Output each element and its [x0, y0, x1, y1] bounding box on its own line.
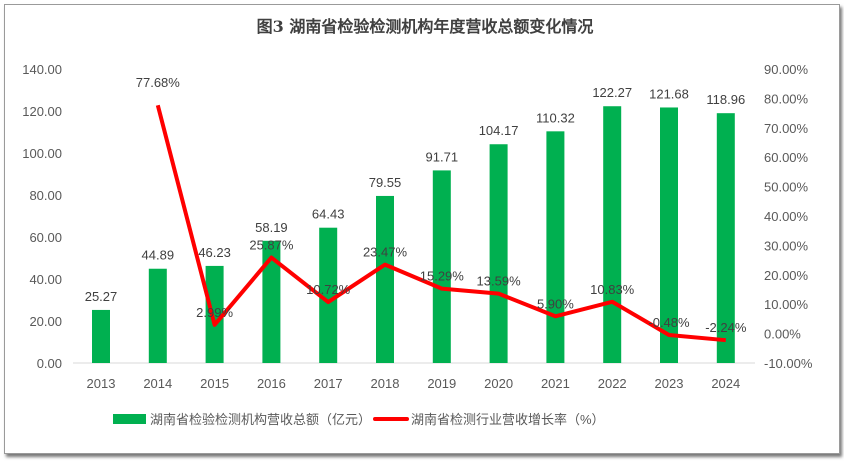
legend-swatch-bar [113, 414, 146, 424]
bar-data-label: 79.55 [369, 175, 402, 190]
line-data-label: 5.90% [537, 296, 574, 311]
chart-frame [4, 4, 840, 454]
line-data-label: 13.59% [477, 274, 522, 289]
bar [432, 170, 451, 363]
x-tick-label: 2017 [314, 376, 343, 391]
bar [546, 131, 565, 363]
y-right-tick-label: 70.00% [764, 121, 809, 136]
bar-data-label: 110.32 [536, 110, 575, 125]
chart-title: 图3 湖南省检验检测机构年度营收总额变化情况 [257, 17, 594, 36]
line-data-label: 10.72% [306, 282, 351, 297]
y-right-tick-label: -10.00% [764, 356, 813, 371]
y-right-tick-label: 0.00% [764, 327, 801, 342]
y-left-tick-label: 120.00 [22, 104, 62, 119]
bar [92, 309, 110, 363]
y-left-tick-label: 100.00 [22, 146, 62, 161]
line-data-label: -2.24% [705, 320, 747, 335]
y-left-tick-label: 80.00 [29, 188, 62, 203]
line-data-label: -0.48% [648, 315, 690, 330]
bar [489, 144, 508, 363]
x-tick-label: 2018 [371, 376, 400, 391]
bar-data-label: 104.17 [479, 123, 519, 138]
growth-rate-line [155, 104, 726, 343]
bar [319, 227, 338, 363]
y-left-tick-label: 40.00 [29, 272, 62, 287]
y-right-tick-label: 50.00% [764, 180, 809, 195]
legend-label-line: 湖南省检测行业营收增长率（%） [411, 412, 605, 427]
x-tick-label: 2024 [711, 376, 740, 391]
bar [205, 265, 224, 363]
legend: 湖南省检验检测机构营收总额（亿元） 湖南省检测行业营收增长率（%） [113, 412, 605, 427]
bar [262, 240, 281, 363]
bar-data-label: 121.68 [649, 86, 689, 101]
bar [148, 268, 167, 363]
x-tick-label: 2019 [427, 376, 456, 391]
bar-data-label: 122.27 [592, 85, 632, 100]
line-data-label: 23.47% [363, 245, 408, 260]
bar [716, 113, 735, 364]
line-data-label: 2.99% [196, 305, 233, 320]
bar [660, 107, 678, 363]
bar-data-label: 118.96 [706, 92, 745, 107]
line-data-label: 10.83% [590, 282, 635, 297]
x-tick-label: 2015 [200, 376, 229, 391]
y-right-tick-label: 90.00% [764, 62, 809, 77]
legend-label-bar: 湖南省检验检测机构营收总额（亿元） [150, 412, 371, 427]
x-tick-label: 2013 [87, 376, 116, 391]
bar [376, 195, 394, 363]
x-tick-label: 2016 [257, 376, 286, 391]
y-right-tick-label: 40.00% [764, 209, 809, 224]
line-data-label: 77.68% [136, 75, 181, 90]
y-left-tick-label: 140.00 [22, 62, 62, 77]
line-data-label: 15.29% [420, 269, 465, 284]
line-data-label: 25.87% [249, 238, 294, 253]
y-right-tick-label: 60.00% [764, 150, 809, 165]
bar-data-label: 25.27 [85, 289, 118, 304]
x-tick-label: 2020 [484, 376, 513, 391]
x-tick-label: 2014 [143, 376, 172, 391]
bar-data-label: 91.71 [426, 149, 459, 164]
y-left-tick-label: 0.00 [37, 356, 62, 371]
x-tick-label: 2023 [655, 376, 684, 391]
bar-data-label: 64.43 [312, 207, 345, 222]
y-right-tick-label: 20.00% [764, 268, 809, 283]
bar [603, 106, 622, 363]
y-right-tick-label: 80.00% [764, 91, 809, 106]
bar-data-label: 44.89 [142, 248, 175, 263]
bar-data-label: 46.23 [198, 245, 231, 260]
y-right-tick-label: 30.00% [764, 238, 809, 253]
y-right-tick-label: 10.00% [764, 297, 809, 312]
x-tick-label: 2021 [541, 376, 570, 391]
x-tick-label: 2022 [598, 376, 627, 391]
y-left-tick-label: 20.00 [29, 314, 62, 329]
y-left-tick-label: 60.00 [29, 230, 62, 245]
bar-data-label: 58.19 [255, 220, 288, 235]
